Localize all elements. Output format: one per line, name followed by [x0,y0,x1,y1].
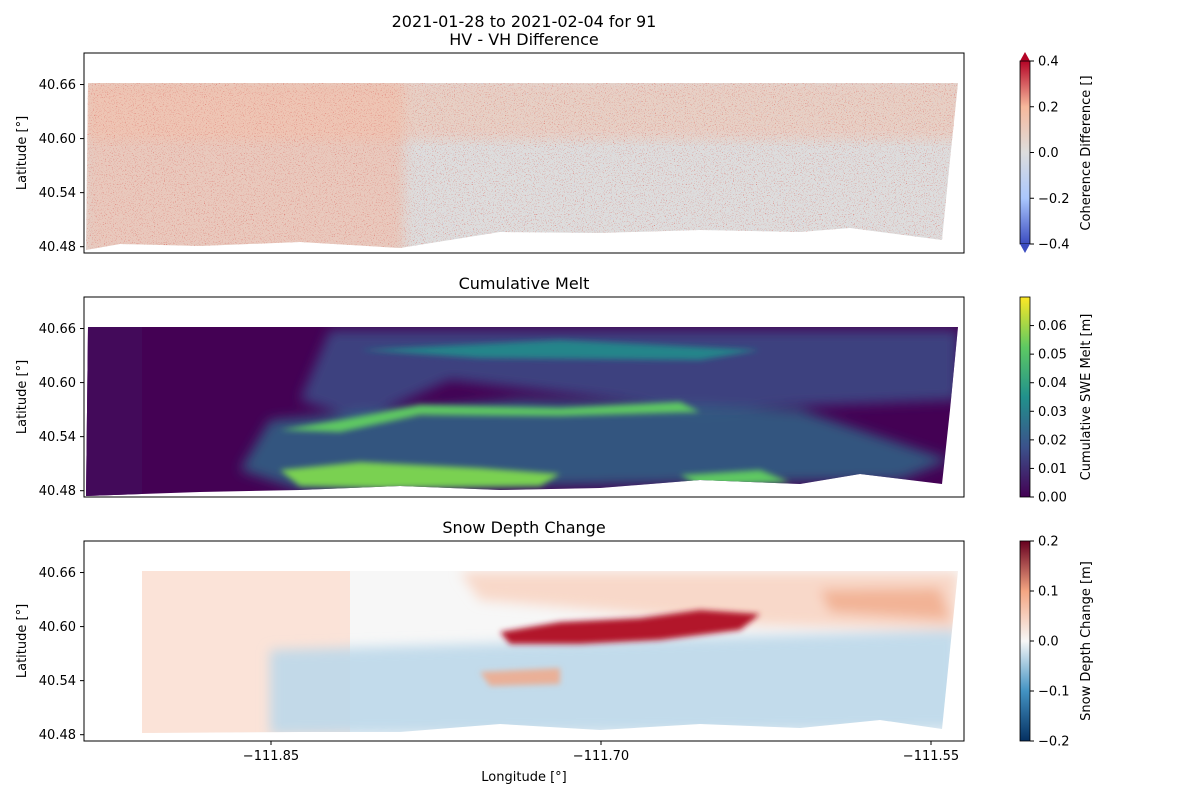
colorbar3-bar [1019,540,1031,742]
panel2-ytick-label: 40.66 [39,322,76,337]
panel3-ytick-label: 40.48 [39,728,76,743]
panel2-frame [83,296,965,498]
panel3-ridge-positive [500,610,760,644]
colorbar2: Cumulative SWE Melt [m] [1019,296,1094,498]
colorbar3-tick-label: −0.1 [1038,685,1070,700]
panel3-south-negative [270,630,958,733]
colorbar1-label: Coherence Difference [] [1079,75,1094,230]
colorbar2-tick-label: 0.04 [1038,376,1067,391]
panel2-central-band [280,402,700,432]
panel2-heatmap [83,296,965,498]
panel3-ytick-label: 40.54 [39,674,76,689]
panel3-xtick-label: −111.70 [573,749,629,764]
panel1-ytick-label: 40.66 [39,78,76,93]
panel3-northeast-positive [820,588,950,620]
colorbar-ticks-layer: −0.4 −0.2 0.0 0.2 0.4 0.00 0.01 0.02 0.03 0.04 0.0… [1030,55,1070,750]
colorbar3-tick-label: 0.0 [1038,635,1059,650]
panel3-ytick-label: 40.60 [39,620,76,635]
colorbar1-bar [1019,60,1031,245]
panel2-ytick-label: 40.54 [39,430,76,445]
panel2-north-band [360,340,760,360]
panel1-ytick-label: 40.60 [39,132,76,147]
panel3-south-patch [480,668,560,686]
panel3-north-positive [460,572,958,630]
colorbar1-tick-label: 0.2 [1038,100,1059,115]
colorbar1-extend-bottom [1020,244,1030,253]
panel1-blue-speckle [420,83,958,240]
colorbar2-tick-label: 0.00 [1038,491,1067,506]
panel2-ytick-label: 40.48 [39,484,76,499]
panel3-ytick-label: 40.66 [39,566,76,581]
panel1-ytick-label: 40.48 [39,240,76,255]
panel3-title: Snow Depth Change [442,518,605,537]
colorbar2-tick-label: 0.02 [1038,433,1067,448]
panel3-xlabel: Longitude [°] [481,770,566,785]
colorbar1-tick-label: −0.4 [1038,238,1070,253]
panel3-frame [83,540,965,742]
colorbar1-tick-label: 0.0 [1038,146,1059,161]
panel2-ytick-label: 40.60 [39,376,76,391]
panel1-ytick-label: 40.54 [39,186,76,201]
panel2-south-band [280,462,560,488]
colorbar2-tick-label: 0.05 [1038,348,1067,363]
colorbar1-tick-label: 0.4 [1038,55,1059,70]
figure-suptitle: 2021-01-28 to 2021-02-04 for 91 [392,12,657,31]
colorbar3-tick-label: 0.2 [1038,535,1059,550]
axes-layer: 40.48 40.54 40.60 40.66 Latitude [°] 40.48 40.… [15,78,959,785]
colorbar2-tick-label: 0.03 [1038,405,1067,420]
panel1-frame [83,52,965,254]
panel2-ylabel: Latitude [°] [15,360,30,434]
panel2-west-strip [86,327,142,496]
colorbar1: Coherence Difference [] [1019,52,1094,253]
colorbar1-tick-label: −0.2 [1038,192,1070,207]
panel3-xtick-label: −111.85 [243,749,299,764]
colorbar2-bar [1019,296,1031,498]
panel3-ylabel: Latitude [°] [15,604,30,678]
panel1-ylabel: Latitude [°] [15,116,30,190]
colorbar2-tick-label: 0.01 [1038,462,1067,477]
panel3-heatmap [83,540,965,742]
colorbar3-tick-label: −0.2 [1038,735,1070,750]
panel2-title: Cumulative Melt [459,274,590,293]
panel1-title: HV - VH Difference [449,30,598,49]
colorbar3-label: Snow Depth Change [m] [1079,561,1094,721]
colorbar1-extend-top [1020,52,1030,61]
colorbar3-tick-label: 0.1 [1038,585,1059,600]
colorbar2-tick-label: 0.06 [1038,319,1067,334]
colorbar2-label: Cumulative SWE Melt [m] [1079,314,1094,481]
panel3-xtick-label: −111.55 [903,749,959,764]
panel1-heatmap [83,52,965,254]
